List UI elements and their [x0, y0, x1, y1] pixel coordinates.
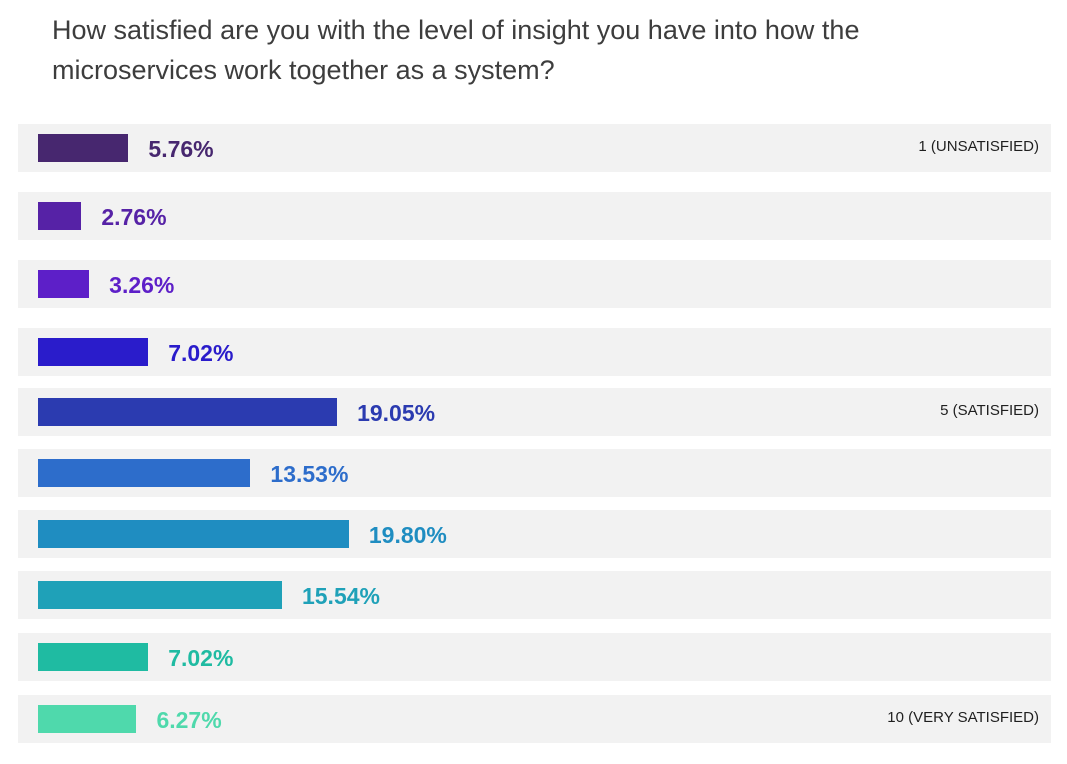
percentage-label: 13.53%	[270, 461, 349, 487]
response-bar	[38, 134, 129, 162]
response-row	[18, 328, 1051, 376]
response-bar	[38, 520, 349, 548]
percentage-label: 7.02%	[168, 340, 234, 366]
response-bar	[38, 202, 82, 230]
response-bar	[38, 338, 149, 366]
response-row	[18, 695, 1051, 743]
scale-label: 1 (UNSATISFIED)	[918, 138, 1039, 155]
percentage-label: 2.76%	[101, 204, 167, 230]
scale-label: 10 (VERY SATISFIED)	[887, 709, 1039, 726]
percentage-label: 5.76%	[148, 136, 214, 162]
response-bar	[38, 270, 90, 298]
question-title: How satisfied are you with the level of …	[52, 10, 1012, 90]
response-row	[18, 192, 1051, 240]
percentage-label: 15.54%	[301, 583, 380, 609]
percentage-label: 7.02%	[168, 645, 234, 671]
response-bar	[38, 398, 338, 426]
percentage-label: 19.80%	[368, 522, 447, 548]
percentage-label: 3.26%	[109, 272, 175, 298]
response-bar	[38, 643, 149, 671]
response-row	[18, 633, 1051, 681]
response-bar	[38, 459, 251, 487]
response-row	[18, 260, 1051, 308]
percentage-label: 6.27%	[156, 707, 222, 733]
response-row	[18, 124, 1051, 172]
question-line-1: How satisfied are you with the level of …	[52, 15, 860, 45]
question-line-2: microservices work together as a system?	[52, 55, 555, 85]
percentage-label: 19.05%	[357, 400, 436, 426]
scale-label: 5 (SATISFIED)	[940, 402, 1039, 419]
response-bar	[38, 705, 137, 733]
response-bar	[38, 581, 282, 609]
